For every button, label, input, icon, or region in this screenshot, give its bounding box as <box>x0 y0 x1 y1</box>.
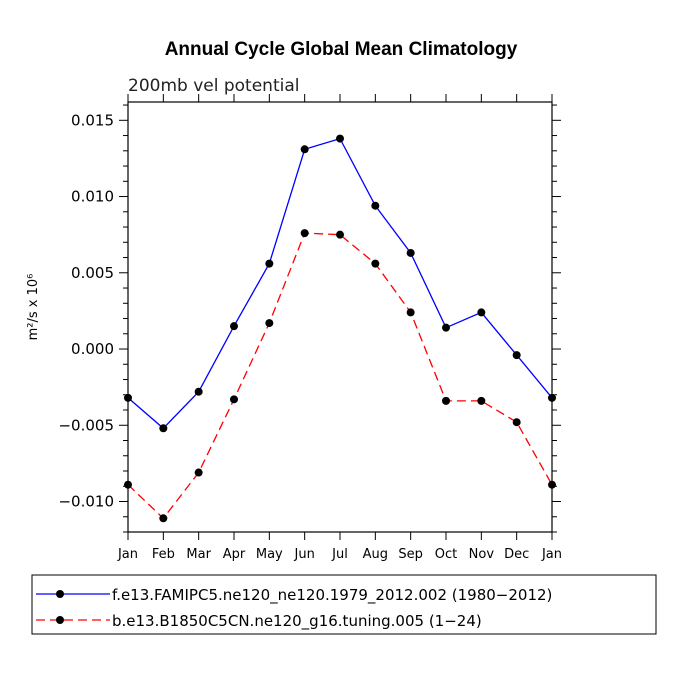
legend-label-1: f.e13.FAMIPC5.ne120_ne120.1979_2012.002 … <box>112 586 552 605</box>
series-2-point <box>371 259 380 268</box>
legend-label-2: b.e13.B1850C5CN.ne120_g16.tuning.005 (1−… <box>112 612 482 631</box>
series-2-point <box>442 396 450 405</box>
x-tick-label: Jan <box>117 547 138 562</box>
series-1-point <box>159 424 168 433</box>
x-tick-label: Mar <box>186 547 211 562</box>
x-tick-label: Nov <box>469 547 495 562</box>
legend-box <box>31 574 657 635</box>
y-axis: 0.015 0.010 0.005 0.000 −0.005 −0.010 <box>58 104 561 533</box>
series-2-point <box>159 514 168 523</box>
series-1-point <box>512 351 521 360</box>
y-tick-label: 0.000 <box>71 340 114 358</box>
series-1-point <box>194 387 203 396</box>
plot-frame <box>127 101 553 533</box>
legend: f.e13.FAMIPC5.ne120_ne120.1979_2012.002 … <box>31 574 657 635</box>
x-tick-label: Jul <box>331 547 348 562</box>
series-2-point <box>124 480 132 489</box>
x-tick-label: Apr <box>223 547 246 562</box>
x-tick-label: Oct <box>435 547 457 562</box>
x-tick-label: Feb <box>152 547 175 562</box>
x-tick-label: Sep <box>398 547 423 562</box>
series-layer <box>124 134 556 523</box>
x-tick-label: Dec <box>504 547 529 562</box>
x-tick-label: Jan <box>541 547 562 562</box>
series-line-1 <box>127 137 553 430</box>
series-2-point <box>300 229 309 238</box>
x-tick-label: May <box>256 547 283 562</box>
series-1-point <box>371 201 380 210</box>
x-tick-label: Jun <box>294 547 315 562</box>
series-1-point <box>265 259 274 268</box>
series-1-point <box>548 393 556 402</box>
series-2-point <box>230 395 238 404</box>
plot-border <box>127 101 553 533</box>
series-2-point <box>477 396 486 405</box>
series-1-point <box>230 322 238 331</box>
series-1-point <box>300 145 309 154</box>
chart-subtitle: 200mb vel potential <box>128 76 299 96</box>
legend-marker-2 <box>56 616 64 624</box>
series-2-point <box>265 319 274 328</box>
chart-title: Annual Cycle Global Mean Climatology <box>165 39 518 60</box>
x-tick-label: Aug <box>363 547 388 562</box>
x-axis: Jan Feb Mar Apr May Jun Jul Aug Sep Oct Nov Dec Jan <box>117 94 562 562</box>
series-2-point <box>512 418 521 427</box>
y-tick-label: −0.005 <box>58 416 114 434</box>
series-1-point <box>406 248 415 257</box>
y-tick-label: 0.010 <box>71 188 114 206</box>
series-line-2 <box>127 232 553 520</box>
y-tick-label: 0.005 <box>71 264 114 282</box>
y-tick-label: −0.010 <box>58 493 114 511</box>
series-1-point <box>124 393 132 402</box>
series-1-point <box>336 134 344 143</box>
series-2-point <box>406 308 415 317</box>
y-axis-label: m²/s x 10⁶ <box>26 274 41 341</box>
series-2-point <box>336 230 344 239</box>
series-2-point <box>194 468 203 477</box>
series-1-point <box>477 308 486 317</box>
y-tick-label: 0.015 <box>71 111 114 129</box>
series-1-point <box>442 323 450 332</box>
legend-marker-1 <box>56 590 64 598</box>
series-2-point <box>548 480 556 489</box>
